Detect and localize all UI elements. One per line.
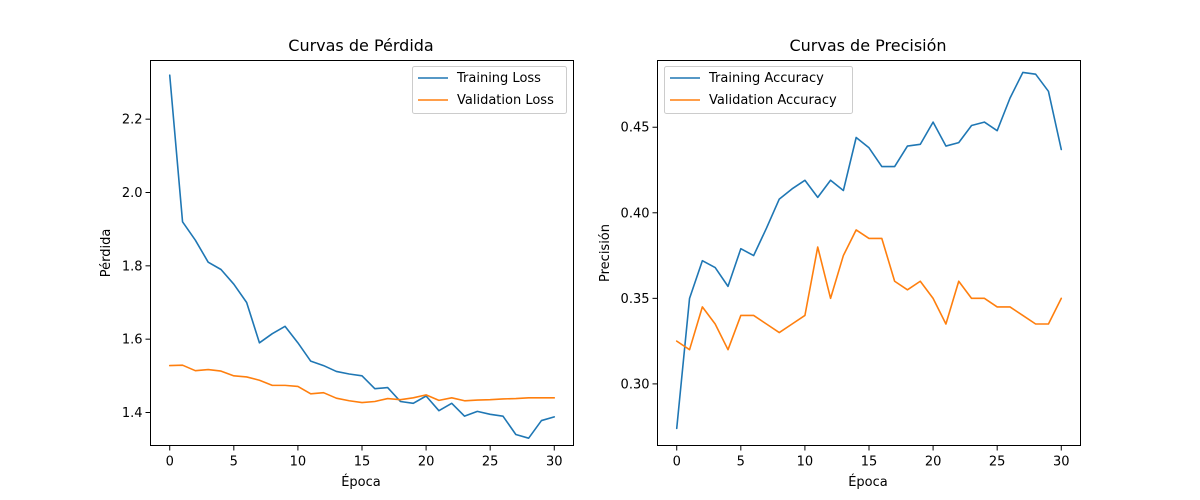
loss-x-axis-label: Época — [341, 474, 381, 490]
series-line-validation-loss — [168, 364, 556, 404]
loss-legend: Training Loss Validation Loss — [412, 66, 567, 114]
loss-x-tick-label: 5 — [230, 455, 238, 470]
loss-y-tick-label: 1.8 — [122, 259, 143, 274]
loss-plot-area — [168, 74, 556, 439]
loss-x-tick-label: 25 — [482, 455, 499, 470]
loss-y-axis-label: Pérdida — [99, 229, 114, 278]
loss-legend-box — [412, 66, 567, 114]
accuracy-x-tick-label: 25 — [989, 455, 1006, 470]
accuracy-y-tick-label: 0.30 — [621, 377, 650, 392]
legend-label-validation-accuracy: Validation Accuracy — [709, 93, 837, 108]
loss-y-tick-label: 2.0 — [122, 186, 143, 201]
accuracy-x-tick-label: 15 — [861, 455, 878, 470]
loss-y-tick-label: 1.6 — [122, 333, 143, 348]
loss-chart: Curvas de Pérdida Época Pérdida Training… — [99, 36, 574, 490]
loss-x-tick-label: 30 — [546, 455, 563, 470]
legend-label-training-accuracy: Training Accuracy — [708, 71, 824, 86]
legend-label-training-loss: Training Loss — [456, 71, 541, 86]
series-line-training-accuracy — [675, 71, 1063, 430]
accuracy-x-tick-label: 5 — [737, 455, 745, 470]
loss-x-tick-label: 15 — [354, 455, 371, 470]
series-line-training-loss — [168, 74, 556, 439]
accuracy-x-tick-label: 20 — [925, 455, 942, 470]
accuracy-x-tick-label: 0 — [673, 455, 681, 470]
accuracy-y-tick-label: 0.45 — [621, 121, 650, 136]
accuracy-y-axis-label: Precisión — [598, 224, 613, 282]
loss-x-tick-label: 20 — [418, 455, 435, 470]
legend-label-validation-loss: Validation Loss — [457, 93, 554, 108]
accuracy-legend-box — [664, 66, 853, 114]
loss-x-tick-label: 0 — [166, 455, 174, 470]
loss-chart-title: Curvas de Pérdida — [288, 36, 433, 55]
accuracy-x-tick-label: 10 — [797, 455, 814, 470]
loss-y-tick-label: 1.4 — [122, 406, 143, 421]
loss-x-tick-label: 10 — [290, 455, 307, 470]
accuracy-chart: Curvas de Precisión Época Precisión Trai… — [598, 36, 1081, 490]
accuracy-y-tick-label: 0.35 — [621, 292, 650, 307]
accuracy-x-axis-label: Época — [848, 474, 888, 490]
loss-y-tick-label: 2.2 — [122, 113, 143, 128]
accuracy-plot-area — [675, 71, 1063, 430]
series-line-validation-accuracy — [675, 229, 1063, 351]
accuracy-chart-title: Curvas de Precisión — [789, 36, 946, 55]
accuracy-y-tick-label: 0.40 — [621, 206, 650, 221]
accuracy-x-tick-label: 30 — [1053, 455, 1070, 470]
accuracy-legend: Training Accuracy Validation Accuracy — [664, 66, 853, 114]
